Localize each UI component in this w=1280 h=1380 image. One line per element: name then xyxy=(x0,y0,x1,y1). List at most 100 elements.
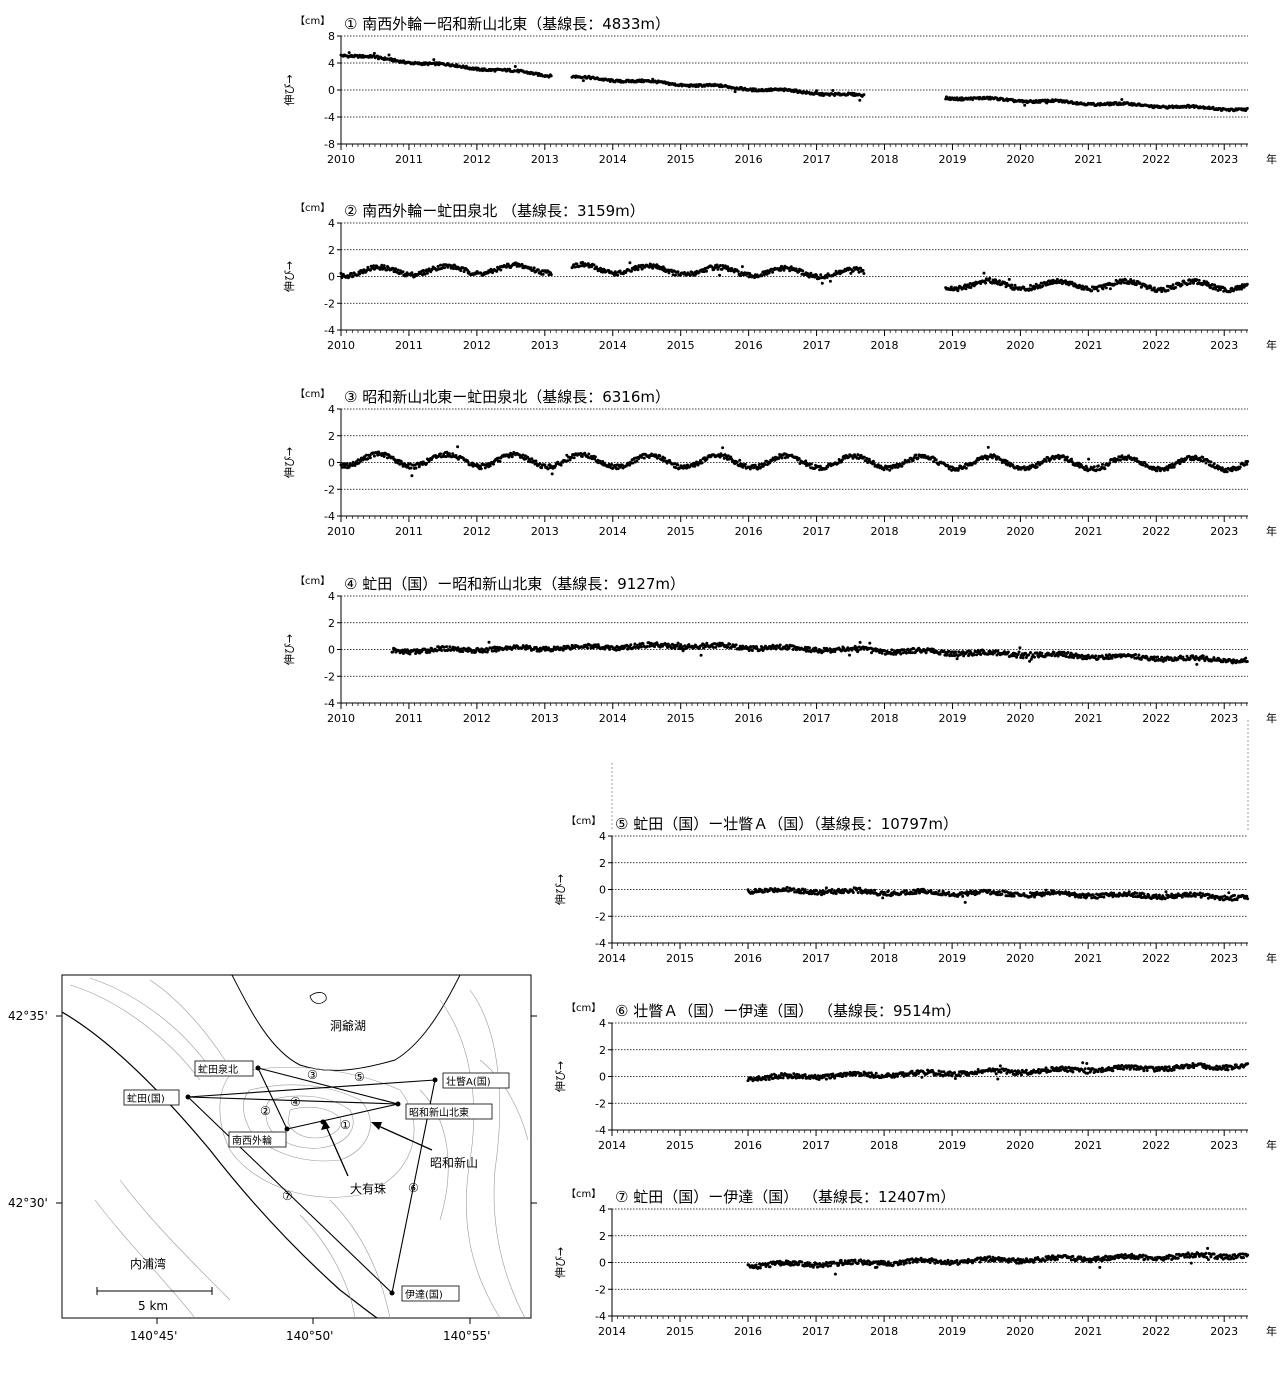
chart-title: ⑤ 虻田（国）ー壮瞥Ａ（国）（基線長：10797m） xyxy=(615,815,958,833)
x-unit-label: 年 xyxy=(1266,711,1277,725)
data-point xyxy=(592,263,596,267)
y-tick-label: -2 xyxy=(595,910,606,923)
x-tick-label: 2017 xyxy=(803,525,831,538)
data-point xyxy=(868,641,872,645)
data-point xyxy=(361,271,365,275)
data-point xyxy=(1134,653,1138,656)
x-tick-label: 2016 xyxy=(734,952,762,965)
chart-title: ② 南西外輪ー虻田泉北 （基線長：3159m） xyxy=(344,202,645,220)
data-point xyxy=(1193,658,1197,662)
data-point xyxy=(718,264,722,267)
data-point xyxy=(1174,286,1178,289)
data-point xyxy=(368,456,372,460)
data-point xyxy=(394,267,398,271)
x-tick-label: 2014 xyxy=(599,153,627,166)
data-point xyxy=(807,275,811,279)
chart-panel-1: ① 南西外輪ー昭和新山北東（基線長：4833m） 【cm】伸び→ 8 4 0 -4 -8 20… xyxy=(283,15,1277,166)
chart-panel-5: ⑤ 虻田（国）ー壮瞥Ａ（国）（基線長：10797m） 【cm】伸び→ 4 2 0 -2 -4… xyxy=(554,815,1277,965)
x-tick-label: 2020 xyxy=(1006,525,1034,538)
data-point xyxy=(809,271,813,275)
data-point xyxy=(815,273,819,277)
y-unit-label: 【cm】 xyxy=(295,388,330,400)
data-points xyxy=(339,51,1249,113)
chart-title: ④ 虻田（国）ー昭和新山北東（基線長：9127m） xyxy=(344,575,685,593)
data-point xyxy=(491,271,495,275)
x-tick-label: 2019 xyxy=(938,153,966,166)
x-tick-label: 2015 xyxy=(667,339,695,352)
data-point xyxy=(538,462,542,466)
data-point xyxy=(550,472,554,476)
data-point xyxy=(1225,470,1229,474)
data-point xyxy=(350,272,354,276)
data-point xyxy=(573,265,577,269)
chart-title: ③ 昭和新山北東ー虻田泉北（基線長：6316m） xyxy=(344,388,670,406)
data-point xyxy=(715,263,719,267)
data-point xyxy=(373,266,377,270)
data-point xyxy=(718,273,722,277)
data-point xyxy=(924,651,928,655)
data-point xyxy=(440,649,444,652)
data-point xyxy=(1212,656,1216,660)
data-point xyxy=(368,268,372,272)
data-point xyxy=(1046,283,1050,287)
data-point xyxy=(676,270,680,274)
data-point xyxy=(831,89,835,92)
data-point xyxy=(900,464,904,468)
data-point xyxy=(382,455,386,458)
x-tick-label: 2010 xyxy=(327,525,355,538)
data-point xyxy=(788,269,792,273)
data-point xyxy=(806,272,810,275)
data-point xyxy=(702,270,706,274)
data-point xyxy=(726,265,730,269)
y-tick-label: -2 xyxy=(324,297,335,310)
data-point xyxy=(760,274,764,278)
data-point xyxy=(421,269,425,272)
x-tick-label: 2014 xyxy=(598,952,626,965)
data-point xyxy=(636,268,640,272)
x-tick-label: 2016 xyxy=(735,339,763,352)
x-unit-label: 年 xyxy=(1266,152,1277,166)
data-point xyxy=(423,272,427,276)
data-points xyxy=(390,640,1249,666)
x-tick-label: 2020 xyxy=(1006,712,1034,725)
chart-panel-2: ② 南西外輪ー虻田泉北 （基線長：3159m） 【cm】伸び→ 4 2 0 -2 -4 201… xyxy=(283,202,1277,352)
data-point xyxy=(820,91,824,95)
data-point xyxy=(586,646,590,650)
y-unit-label: 【cm】 xyxy=(295,575,330,587)
data-point xyxy=(658,454,662,458)
data-point xyxy=(1096,464,1100,468)
data-point xyxy=(880,651,884,655)
data-point xyxy=(914,453,918,457)
data-point xyxy=(380,263,384,267)
x-tick-label: 2013 xyxy=(531,712,559,725)
data-point xyxy=(736,270,740,273)
data-point xyxy=(630,269,633,273)
data-point xyxy=(452,267,455,271)
data-point xyxy=(912,647,916,651)
data-point xyxy=(534,459,538,463)
data-point xyxy=(1171,283,1175,287)
chart-panel-4: ④ 虻田（国）ー昭和新山北東（基線長：9127m） 【cm】伸び→ 4 2 0 -2 -4 2… xyxy=(283,575,1277,725)
data-point xyxy=(414,466,418,470)
y-axis-label: 伸び→ xyxy=(554,874,567,905)
data-point xyxy=(1018,646,1022,650)
data-point xyxy=(1096,289,1100,293)
data-point xyxy=(572,456,576,460)
data-point xyxy=(442,645,446,649)
data-point xyxy=(532,266,536,270)
x-tick-label: 2018 xyxy=(871,525,899,538)
data-point xyxy=(1108,461,1112,465)
data-point xyxy=(459,269,463,273)
data-point xyxy=(949,285,953,289)
x-tick-label: 2016 xyxy=(735,525,763,538)
data-point xyxy=(779,268,783,272)
y-tick-label: 0 xyxy=(328,644,335,657)
data-point xyxy=(728,642,732,646)
data-point xyxy=(743,462,747,466)
data-point xyxy=(559,463,563,467)
data-point xyxy=(1035,465,1039,469)
data-point xyxy=(515,264,519,268)
data-point xyxy=(492,462,495,466)
data-point xyxy=(549,74,553,78)
